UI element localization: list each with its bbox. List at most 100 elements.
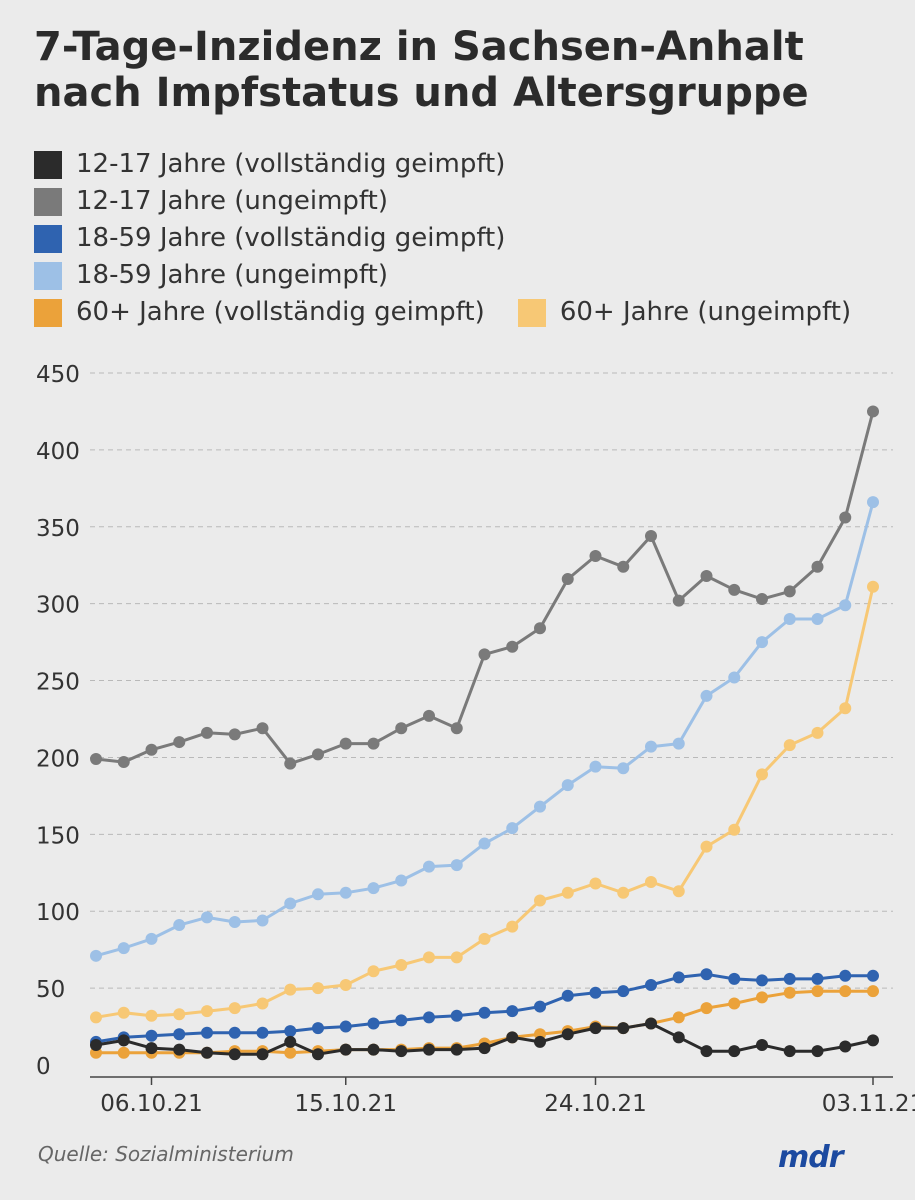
data-point: [201, 726, 213, 739]
data-point: [423, 1011, 435, 1024]
x-tick-label: 15.10.21: [295, 1091, 397, 1117]
data-point: [367, 1017, 380, 1030]
data-point: [284, 897, 297, 910]
legend-swatch: [34, 224, 62, 253]
y-tick-label: 200: [36, 746, 80, 772]
data-point: [367, 737, 380, 750]
data-point: [423, 860, 435, 873]
data-point: [811, 560, 824, 573]
data-point: [756, 593, 768, 606]
data-point: [672, 885, 685, 898]
data-point: [228, 915, 241, 928]
data-point: [728, 972, 741, 985]
data-point: [617, 560, 630, 573]
data-point: [589, 549, 602, 562]
data-point: [339, 979, 352, 992]
data-point: [811, 972, 824, 985]
data-point: [728, 671, 741, 684]
legend-swatch: [34, 261, 62, 290]
series-1: [90, 496, 879, 962]
chart-title: 7-Tage-Inzidenz in Sachsen-Anhalt nach I…: [34, 24, 894, 116]
data-point: [256, 997, 269, 1010]
data-point: [256, 914, 269, 927]
series-line: [95, 411, 875, 766]
legend-item-60plus-ungeimpft: 60+ Jahre (ungeimpft): [517, 294, 851, 331]
data-point: [312, 982, 324, 995]
data-point: [561, 573, 574, 586]
data-point: [117, 942, 130, 955]
data-point: [450, 1043, 463, 1056]
legend-label: 60+ Jahre (vollständig geimpft): [76, 297, 485, 327]
data-point: [867, 405, 879, 418]
gridlines: [90, 372, 893, 989]
y-tick-label: 300: [36, 593, 80, 619]
data-point: [312, 1022, 324, 1035]
data-point: [589, 1022, 602, 1035]
data-point: [672, 1031, 685, 1044]
data-point: [312, 748, 324, 761]
data-point: [534, 800, 546, 813]
data-point: [645, 740, 657, 753]
data-point: [534, 622, 546, 635]
data-point: [617, 1022, 630, 1035]
data-point: [645, 530, 657, 543]
data-point: [201, 911, 213, 924]
data-point: [589, 986, 602, 999]
data-point: [700, 569, 713, 582]
legend: 12-17 Jahre (vollständig geimpft) 12-17 …: [34, 146, 904, 331]
data-point: [728, 1045, 741, 1058]
series-3: [90, 968, 879, 1048]
data-point: [672, 737, 685, 750]
data-point: [783, 613, 796, 626]
legend-label: 18-59 Jahre (ungeimpft): [76, 260, 388, 290]
data-point: [672, 971, 685, 984]
data-point: [756, 991, 768, 1004]
data-point: [617, 886, 630, 899]
legend-swatch: [517, 298, 546, 327]
data-point: [728, 583, 741, 596]
data-point: [867, 496, 879, 509]
y-tick-label: 400: [36, 439, 80, 465]
data-point: [201, 1046, 213, 1059]
data-point: [228, 1026, 241, 1039]
data-point: [783, 972, 796, 985]
data-point: [90, 752, 102, 765]
data-point: [284, 1035, 297, 1048]
y-tick-label: 0: [36, 1054, 51, 1080]
legend-swatch: [34, 187, 62, 216]
data-point: [811, 613, 824, 626]
series-0: [90, 405, 879, 770]
legend-item-60plus-geimpft: 60+ Jahre (vollständig geimpft): [34, 294, 485, 331]
data-point: [839, 969, 852, 982]
data-point: [450, 859, 463, 872]
data-point: [117, 756, 130, 769]
y-tick-label: 250: [36, 670, 80, 696]
data-point: [728, 997, 741, 1010]
data-point: [700, 1045, 713, 1058]
data-point: [256, 722, 269, 735]
data-point: [395, 874, 408, 887]
data-point: [90, 1039, 102, 1052]
data-point: [478, 932, 491, 945]
data-point: [534, 894, 546, 907]
data-point: [839, 599, 852, 612]
data-point: [228, 1002, 241, 1015]
data-point: [173, 1008, 186, 1021]
data-point: [617, 762, 630, 775]
legend-item-18-59-ungeimpft: 18-59 Jahre (ungeimpft): [34, 257, 388, 294]
legend-item-18-59-geimpft: 18-59 Jahre (vollständig geimpft): [34, 220, 505, 257]
data-point: [506, 822, 519, 835]
data-point: [228, 1048, 241, 1061]
legend-swatch: [34, 150, 62, 179]
data-point: [90, 949, 102, 962]
data-point: [867, 1034, 879, 1047]
series-line: [95, 501, 875, 958]
data-point: [312, 888, 324, 901]
data-point: [145, 932, 158, 945]
data-point: [534, 1035, 546, 1048]
data-point: [506, 1031, 519, 1044]
data-point: [339, 1020, 352, 1033]
data-point: [145, 1042, 158, 1055]
data-point: [450, 1009, 463, 1022]
data-point: [478, 1006, 491, 1019]
